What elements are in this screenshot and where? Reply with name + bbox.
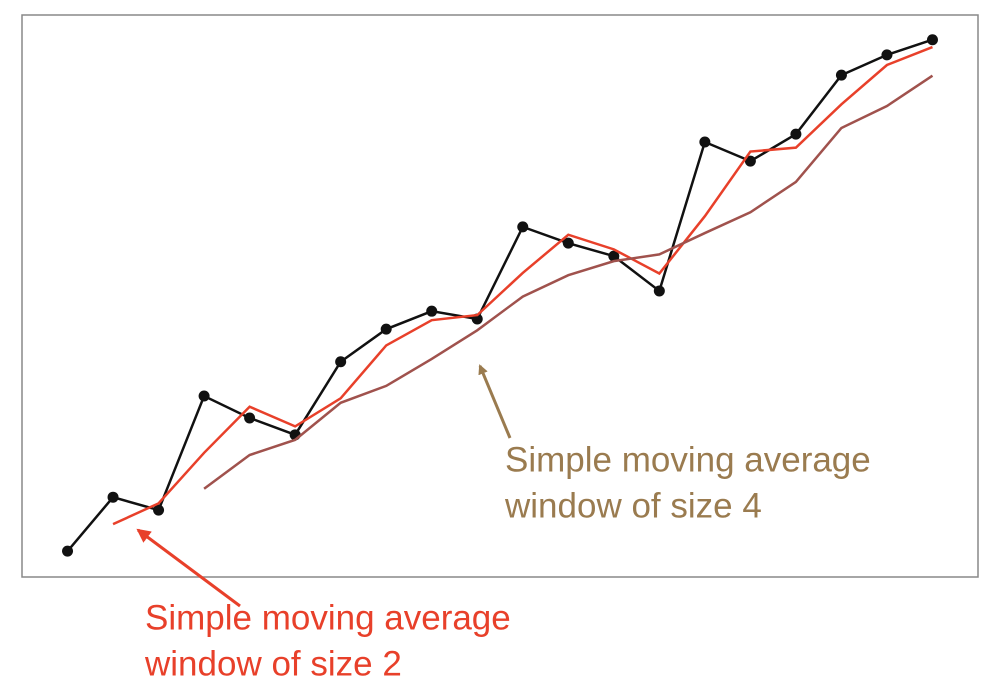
point — [653, 285, 665, 297]
point — [881, 49, 893, 61]
point — [517, 221, 529, 233]
annotation-arrow — [136, 528, 241, 608]
point — [62, 545, 74, 557]
point — [426, 305, 438, 317]
point — [790, 128, 802, 140]
point — [153, 504, 165, 516]
annotation: window of size 4 — [504, 486, 762, 525]
point — [244, 412, 256, 424]
annotation: Simple moving average — [505, 440, 871, 479]
annotation: window of size 2 — [144, 644, 402, 683]
annotation-arrow — [478, 364, 512, 439]
point — [335, 356, 347, 368]
point — [926, 34, 938, 46]
point — [608, 250, 620, 262]
point — [380, 323, 392, 335]
point — [562, 237, 574, 249]
point — [835, 69, 847, 81]
line-series — [112, 45, 933, 526]
point — [699, 136, 711, 148]
annotation: Simple moving average — [145, 598, 511, 637]
point — [198, 390, 210, 402]
line-series — [66, 38, 933, 552]
point — [744, 155, 756, 167]
plot-frame — [21, 14, 979, 578]
line-series — [203, 74, 934, 490]
point — [107, 491, 119, 503]
